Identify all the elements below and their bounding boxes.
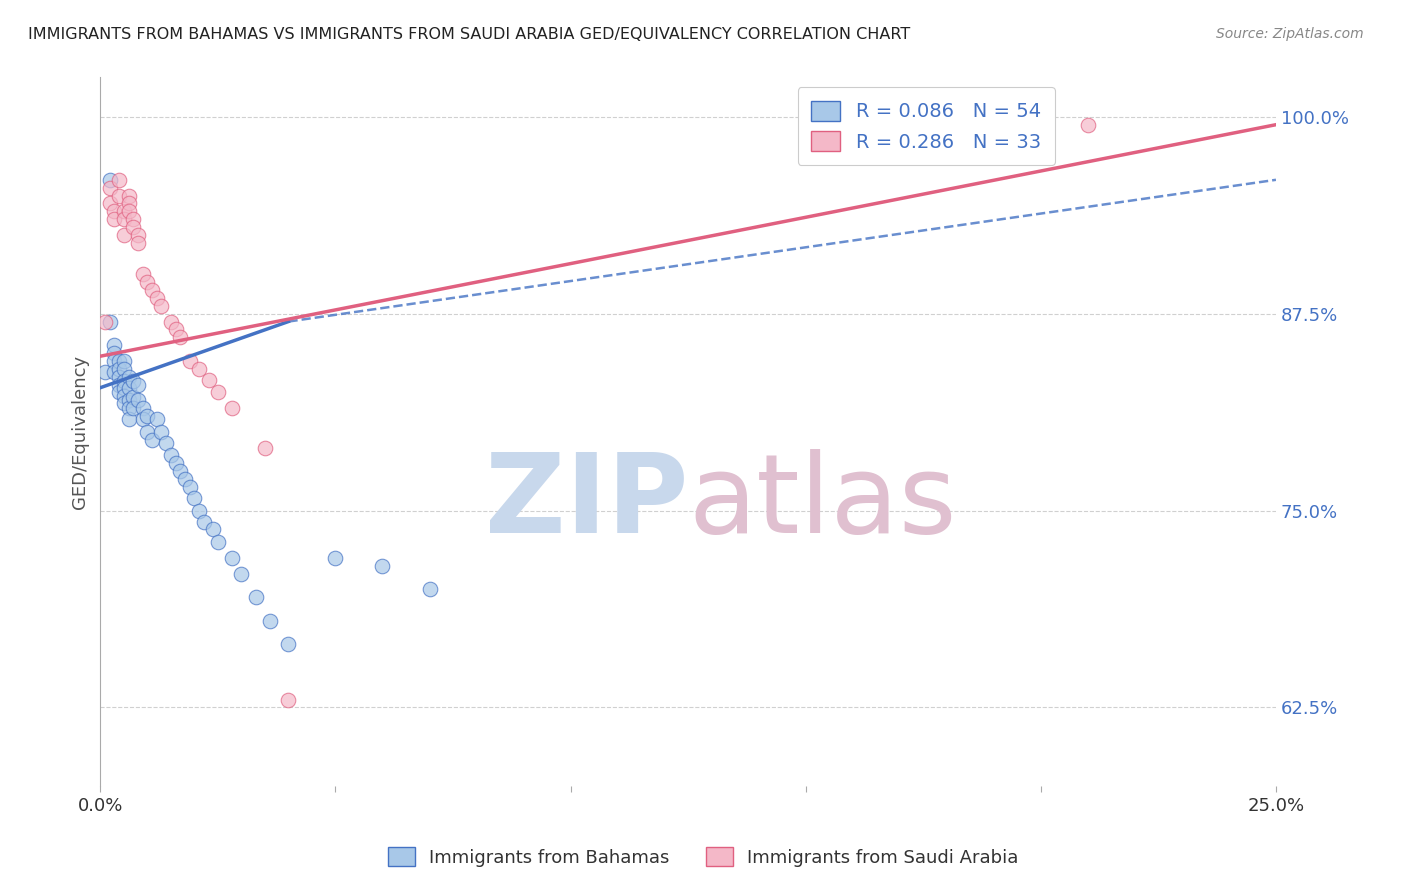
Point	[112, 361, 135, 376]
Point	[112, 375, 135, 389]
Point	[108, 385, 131, 400]
Point	[131, 412, 153, 426]
Point	[155, 435, 177, 450]
Point	[165, 322, 187, 336]
Point	[160, 449, 183, 463]
Point	[103, 212, 125, 227]
Point	[169, 330, 191, 344]
Point	[103, 338, 125, 352]
Point	[136, 425, 159, 439]
Point	[245, 590, 267, 604]
Point	[122, 401, 145, 416]
Point	[221, 401, 243, 416]
Point	[108, 188, 131, 202]
Point	[146, 412, 169, 426]
Point	[150, 299, 173, 313]
Point	[259, 614, 281, 628]
Point	[108, 354, 131, 368]
Point	[193, 515, 215, 529]
Point	[112, 396, 135, 410]
Point	[188, 361, 211, 376]
Point	[112, 354, 135, 368]
Point	[160, 314, 183, 328]
Text: ZIP: ZIP	[485, 450, 688, 557]
Point	[141, 283, 163, 297]
Point	[127, 235, 149, 250]
Legend: Immigrants from Bahamas, Immigrants from Saudi Arabia: Immigrants from Bahamas, Immigrants from…	[380, 840, 1026, 874]
Text: Source: ZipAtlas.com: Source: ZipAtlas.com	[1216, 27, 1364, 41]
Point	[136, 409, 159, 423]
Point	[117, 412, 139, 426]
Point	[127, 393, 149, 408]
Point	[127, 377, 149, 392]
Point	[253, 441, 276, 455]
Point	[103, 346, 125, 360]
Point	[325, 550, 347, 565]
Point	[112, 204, 135, 219]
Point	[231, 566, 253, 581]
Point	[108, 369, 131, 384]
Point	[98, 180, 121, 194]
Point	[122, 212, 145, 227]
Point	[207, 535, 229, 549]
Point	[98, 314, 121, 328]
Point	[117, 401, 139, 416]
Y-axis label: GED/Equivalency: GED/Equivalency	[72, 355, 89, 508]
Point	[122, 375, 145, 389]
Point	[136, 275, 159, 289]
Text: atlas: atlas	[688, 450, 956, 557]
Point	[174, 472, 197, 486]
Point	[122, 390, 145, 404]
Point	[1077, 118, 1099, 132]
Point	[221, 550, 243, 565]
Point	[179, 480, 201, 494]
Point	[127, 227, 149, 242]
Legend: R = 0.086   N = 54, R = 0.286   N = 33: R = 0.086 N = 54, R = 0.286 N = 33	[797, 87, 1054, 165]
Point	[202, 523, 225, 537]
Point	[150, 425, 173, 439]
Point	[98, 173, 121, 187]
Point	[103, 365, 125, 379]
Point	[141, 433, 163, 447]
Point	[183, 491, 205, 505]
Point	[207, 385, 229, 400]
Point	[94, 314, 117, 328]
Point	[112, 388, 135, 402]
Point	[117, 204, 139, 219]
Text: IMMIGRANTS FROM BAHAMAS VS IMMIGRANTS FROM SAUDI ARABIA GED/EQUIVALENCY CORRELAT: IMMIGRANTS FROM BAHAMAS VS IMMIGRANTS FR…	[28, 27, 910, 42]
Point	[117, 369, 139, 384]
Point	[98, 196, 121, 211]
Point	[188, 503, 211, 517]
Point	[112, 381, 135, 395]
Point	[179, 354, 201, 368]
Point	[108, 377, 131, 392]
Point	[122, 220, 145, 235]
Point	[277, 637, 299, 651]
Point	[371, 558, 394, 573]
Point	[94, 365, 117, 379]
Point	[418, 582, 440, 597]
Point	[169, 464, 191, 478]
Point	[146, 291, 169, 305]
Point	[103, 354, 125, 368]
Point	[117, 393, 139, 408]
Point	[197, 373, 219, 387]
Point	[131, 401, 153, 416]
Point	[103, 204, 125, 219]
Point	[117, 188, 139, 202]
Point	[117, 196, 139, 211]
Point	[117, 381, 139, 395]
Point	[277, 692, 299, 706]
Point	[108, 361, 131, 376]
Point	[112, 212, 135, 227]
Point	[165, 456, 187, 470]
Point	[108, 173, 131, 187]
Point	[112, 227, 135, 242]
Point	[131, 268, 153, 282]
